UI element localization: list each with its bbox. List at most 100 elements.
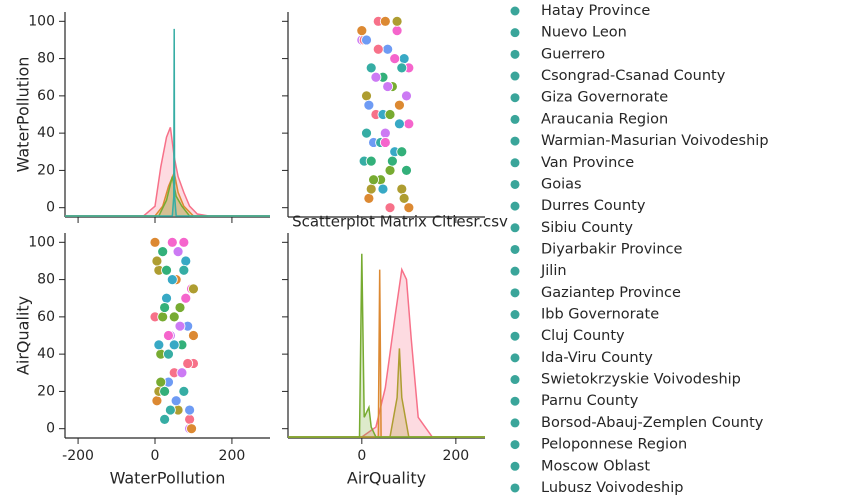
point	[401, 165, 412, 176]
point	[365, 183, 377, 195]
point	[394, 118, 405, 130]
point	[396, 62, 408, 74]
point	[155, 376, 167, 388]
point	[368, 174, 379, 186]
y-tick-label: 20	[37, 162, 55, 178]
y-axis-label: WaterPollution	[14, 57, 33, 173]
legend-label: Sibiu County	[541, 220, 633, 236]
legend-label: Warmian-Masurian Voivodeship	[541, 133, 769, 149]
point	[382, 81, 394, 92]
y-tick-label: 0	[46, 421, 55, 437]
x-axis-label: AirQuality	[347, 469, 426, 488]
legend-marker	[510, 93, 520, 103]
point	[365, 62, 377, 74]
point	[163, 330, 174, 341]
legend-marker	[510, 461, 520, 471]
point	[149, 236, 161, 248]
point	[356, 25, 368, 37]
point	[403, 118, 415, 130]
point	[180, 292, 192, 304]
y-tick-label: 80	[37, 272, 55, 288]
kde-curve	[288, 267, 485, 438]
legend-marker	[510, 6, 520, 16]
point	[401, 90, 412, 102]
point	[363, 192, 375, 204]
point	[186, 423, 197, 435]
point	[384, 202, 396, 214]
legend-label: Parnu County	[541, 393, 639, 409]
legend-label: Jilin	[540, 263, 567, 279]
y-tick-label: 60	[37, 309, 55, 325]
point	[159, 413, 171, 425]
point	[166, 274, 178, 285]
point	[172, 246, 184, 258]
legend-label: Guerrero	[541, 46, 605, 62]
legend-label: Diyarbakir Province	[541, 241, 682, 257]
point	[382, 43, 394, 55]
point	[361, 34, 372, 46]
point	[157, 246, 169, 258]
x-tick-label: -200	[62, 448, 94, 464]
point	[391, 15, 403, 27]
point	[161, 292, 172, 304]
point	[164, 404, 176, 416]
legend-label: Peloponnese Region	[541, 437, 687, 453]
point	[403, 202, 415, 214]
legend-label: Goias	[541, 176, 582, 192]
point	[174, 320, 186, 332]
y-tick-label: 80	[37, 51, 55, 67]
point	[377, 183, 389, 195]
point	[365, 155, 377, 167]
legend-label: Durres County	[541, 198, 646, 214]
point	[151, 255, 163, 267]
point	[166, 236, 178, 248]
y-tick-label: 0	[46, 200, 55, 216]
x-tick-label: 0	[151, 448, 160, 464]
y-tick-label: 40	[37, 125, 55, 141]
point	[372, 43, 384, 55]
point	[168, 339, 180, 351]
point	[174, 302, 186, 313]
point	[379, 137, 391, 148]
point	[386, 155, 398, 167]
point	[178, 264, 190, 276]
point	[184, 413, 196, 425]
point	[188, 283, 199, 295]
point	[151, 395, 163, 407]
legend-marker	[510, 331, 520, 341]
legend-label: Ida-Viru County	[541, 350, 653, 366]
point	[180, 255, 192, 267]
point	[188, 330, 199, 341]
point	[379, 15, 391, 27]
x-tick-label: 200	[442, 448, 469, 464]
legend-marker	[510, 114, 520, 124]
legend-label: Nuevo Leon	[541, 25, 627, 41]
legend-label: Csongrad-Csanad County	[541, 68, 726, 84]
point	[159, 386, 171, 397]
point	[178, 236, 190, 248]
legend-label: Giza Governorate	[541, 90, 668, 106]
point	[384, 109, 396, 120]
point	[159, 302, 171, 313]
legend-marker	[510, 483, 520, 493]
legend-marker	[510, 49, 520, 59]
legend-marker	[510, 71, 520, 81]
legend-marker	[510, 244, 520, 254]
point	[396, 146, 408, 158]
point	[176, 367, 188, 379]
legend-marker	[510, 440, 520, 450]
point	[389, 53, 401, 64]
point	[394, 99, 405, 111]
legend-marker	[510, 266, 520, 276]
legend-marker	[510, 310, 520, 320]
point	[182, 358, 194, 369]
y-tick-label: 20	[37, 383, 55, 399]
legend-label: Araucania Region	[541, 111, 668, 127]
y-tick-label: 100	[28, 13, 55, 29]
point	[396, 183, 408, 195]
legend-marker	[510, 158, 520, 168]
x-axis-label: WaterPollution	[110, 469, 226, 488]
kde-curve	[65, 28, 270, 217]
legend-marker	[510, 223, 520, 233]
point	[391, 25, 403, 37]
